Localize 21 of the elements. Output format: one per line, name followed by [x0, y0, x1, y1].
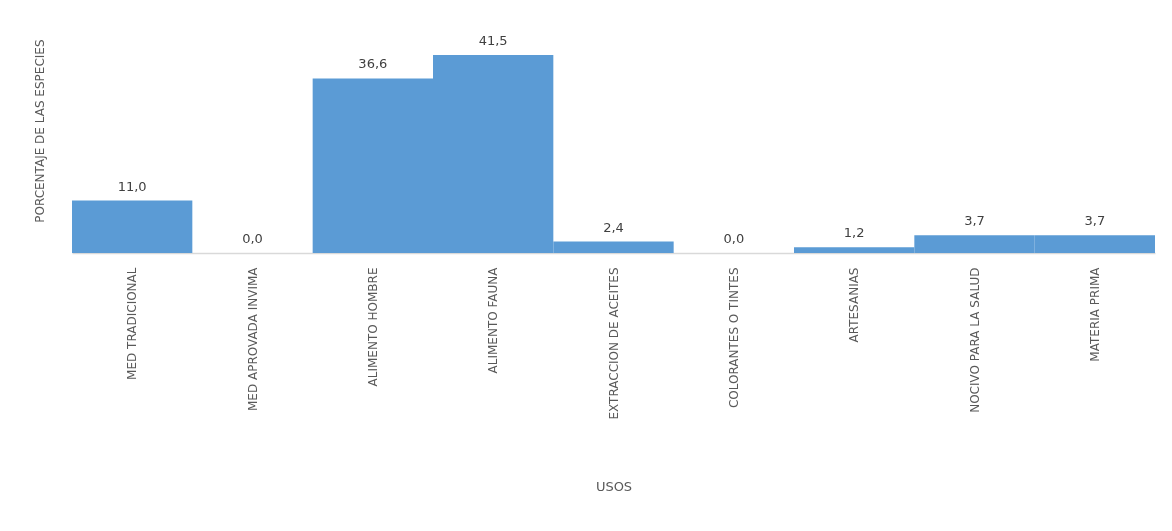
x-tick-label: ALIMENTO FAUNA	[486, 266, 501, 374]
y-axis-title: PORCENTAJE DE LAS ESPECIES	[32, 39, 47, 223]
x-tick-label: MED APROVADA INVIMA	[245, 266, 260, 412]
data-label: 11,0	[117, 178, 147, 194]
bar	[72, 200, 193, 253]
data-label: 1,2	[843, 225, 865, 241]
x-tick-label: EXTRACCION DE ACEITES	[606, 267, 621, 420]
data-label: 0,0	[242, 231, 263, 246]
x-tick-label: ALIMENTO HOMBRE	[365, 267, 380, 387]
x-tick-label: COLORANTES O TINTES	[726, 267, 741, 409]
x-axis-title: USOS	[595, 479, 633, 495]
data-label: 0,0	[723, 231, 745, 246]
x-tick-label: MATERIA PRIMA	[1087, 266, 1102, 362]
data-label: 3,7	[1084, 213, 1106, 229]
x-tick-label: ARTESANIAS	[847, 267, 862, 343]
data-label: 36,6	[358, 56, 388, 72]
data-label: 41,5	[478, 33, 508, 48]
data-label: 2,4	[603, 219, 624, 235]
x-tick-label: MED TRADICIONAL	[125, 267, 140, 380]
x-tick-label: NOCIVO PARA LA SALUD	[967, 267, 982, 413]
data-label: 3,7	[964, 213, 985, 229]
